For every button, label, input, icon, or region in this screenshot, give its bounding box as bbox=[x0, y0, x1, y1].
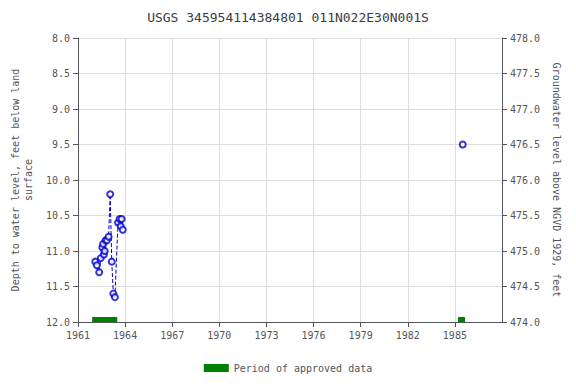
svg-text:11.0: 11.0 bbox=[46, 246, 70, 257]
svg-text:USGS 345954114384801 011N022E3: USGS 345954114384801 011N022E30N001S bbox=[147, 10, 429, 25]
svg-text:9.5: 9.5 bbox=[52, 139, 70, 150]
svg-text:478.0: 478.0 bbox=[510, 33, 540, 44]
svg-text:Groundwater level above NGVD 1: Groundwater level above NGVD 1929, feet bbox=[551, 63, 562, 298]
svg-text:1982: 1982 bbox=[396, 330, 420, 341]
svg-text:10.5: 10.5 bbox=[46, 210, 70, 221]
svg-text:476.0: 476.0 bbox=[510, 175, 540, 186]
svg-text:1979: 1979 bbox=[349, 330, 373, 341]
svg-text:474.5: 474.5 bbox=[510, 281, 540, 292]
svg-text:477.5: 477.5 bbox=[510, 68, 540, 79]
svg-text:1985: 1985 bbox=[443, 330, 467, 341]
svg-text:Depth to water level, feet bel: Depth to water level, feet below land bbox=[10, 69, 21, 292]
svg-text:1964: 1964 bbox=[113, 330, 137, 341]
svg-text:11.5: 11.5 bbox=[46, 281, 70, 292]
svg-text:1976: 1976 bbox=[302, 330, 326, 341]
svg-text:8.5: 8.5 bbox=[52, 68, 70, 79]
svg-text:1973: 1973 bbox=[254, 330, 278, 341]
svg-text:10.0: 10.0 bbox=[46, 175, 70, 186]
svg-text:1970: 1970 bbox=[207, 330, 231, 341]
svg-text:1967: 1967 bbox=[160, 330, 184, 341]
svg-text:Period of approved data: Period of approved data bbox=[234, 363, 372, 374]
svg-text:475.0: 475.0 bbox=[510, 246, 540, 257]
svg-text:12.0: 12.0 bbox=[46, 317, 70, 328]
svg-text:474.0: 474.0 bbox=[510, 317, 540, 328]
svg-text:477.0: 477.0 bbox=[510, 104, 540, 115]
svg-text:476.5: 476.5 bbox=[510, 139, 540, 150]
svg-text:1961: 1961 bbox=[66, 330, 90, 341]
svg-text:9.0: 9.0 bbox=[52, 104, 70, 115]
svg-text:475.5: 475.5 bbox=[510, 210, 540, 221]
svg-text:8.0: 8.0 bbox=[52, 33, 70, 44]
svg-text:surface: surface bbox=[23, 159, 34, 201]
